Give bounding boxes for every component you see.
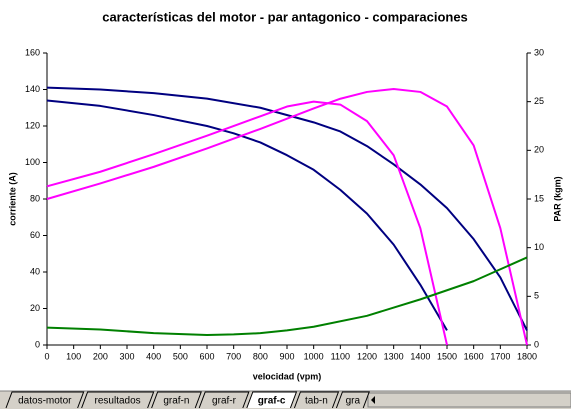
x-axis-label: velocidad (vpm) — [253, 371, 322, 381]
sheet-tab[interactable] — [198, 391, 250, 409]
y2-tick-label: 5 — [534, 291, 539, 301]
y2-tick-label: 25 — [534, 96, 544, 106]
x-tick-label: 1200 — [357, 351, 377, 361]
y-tick-label: 20 — [30, 303, 40, 313]
x-tick-label: 500 — [173, 351, 188, 361]
y-tick-label: 100 — [25, 157, 40, 167]
sheet-tab[interactable] — [5, 391, 85, 409]
x-tick-label: 900 — [279, 351, 294, 361]
x-tick-label: 600 — [199, 351, 214, 361]
x-tick-label: 300 — [119, 351, 134, 361]
x-tick-label: 1400 — [410, 351, 430, 361]
series-line — [46, 256, 528, 336]
series-line — [46, 100, 448, 346]
x-tick-label: 1000 — [304, 351, 324, 361]
sheet-tab-label[interactable]: graf-r — [212, 396, 237, 407]
y2-tick-label: 10 — [534, 242, 544, 252]
x-tick-label: 1300 — [384, 351, 404, 361]
sheet-tab-label[interactable]: tab-n — [305, 396, 328, 407]
chart-area — [0, 0, 571, 391]
y-tick-label: 40 — [30, 266, 40, 276]
series-line — [46, 86, 528, 331]
x-tick-label: 1600 — [464, 351, 484, 361]
series-line — [46, 88, 528, 346]
y-tick-label: 140 — [25, 84, 40, 94]
sheet-tab-label[interactable]: resultados — [95, 396, 141, 407]
scrollbar[interactable] — [367, 392, 571, 408]
x-tick-label: 200 — [93, 351, 108, 361]
x-tick-label: 100 — [66, 351, 81, 361]
x-tick-label: 1700 — [490, 351, 510, 361]
sheet-tab[interactable] — [293, 391, 340, 409]
y2-tick-label: 30 — [534, 47, 544, 57]
sheet-tab-label[interactable]: datos-motor — [18, 396, 72, 407]
scroll-left[interactable] — [371, 396, 375, 404]
y2-tick-label: 20 — [534, 145, 544, 155]
sheet-tab-label[interactable]: graf-n — [163, 396, 189, 407]
y2-tick-label: 0 — [534, 339, 539, 349]
y-tick-label: 120 — [25, 120, 40, 130]
sheet-tab[interactable] — [81, 391, 155, 409]
sheet-tab[interactable] — [151, 391, 202, 409]
y-tick-label: 60 — [30, 230, 40, 240]
x-tick-label: 700 — [226, 351, 241, 361]
y2-tick-label: 15 — [534, 193, 544, 203]
series-line — [46, 99, 448, 331]
x-tick-label: 1500 — [437, 351, 457, 361]
sheet-tab-label[interactable]: gra — [346, 396, 361, 407]
sheet-tab[interactable] — [335, 391, 370, 409]
sheet-tab[interactable] — [246, 391, 298, 409]
x-tick-label: 400 — [146, 351, 161, 361]
y-tick-label: 160 — [25, 47, 40, 57]
sheet-tab-label[interactable]: graf-c — [258, 396, 286, 407]
y-tick-label: 0 — [35, 339, 40, 349]
x-tick-label: 1800 — [517, 351, 537, 361]
y-tick-label: 80 — [30, 193, 40, 203]
x-tick-label: 800 — [253, 351, 268, 361]
x-tick-label: 0 — [44, 351, 49, 361]
y2-axis-label: PAR (kgm) — [552, 176, 562, 221]
y-axis-label: corriente (A) — [7, 172, 17, 226]
chart-title: características del motor - par antagoni… — [102, 9, 468, 24]
x-tick-label: 1100 — [331, 351, 350, 361]
